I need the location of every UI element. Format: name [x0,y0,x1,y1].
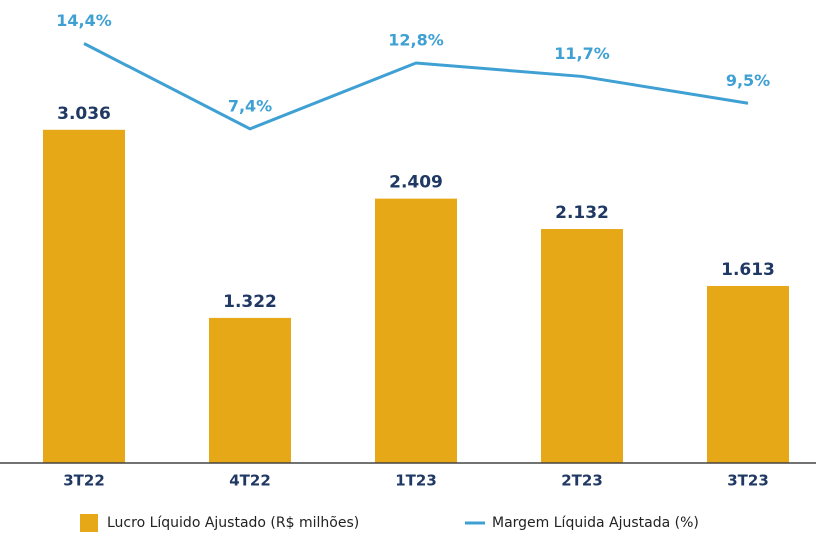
legend-label: Margem Líquida Ajustada (%) [492,515,699,531]
bar-value-label: 1.322 [223,292,277,312]
line [83,42,749,131]
bar-value-label: 2.132 [555,203,609,223]
line-value-label: 9,5% [726,71,770,90]
x-tick-label: 2T23 [561,472,603,490]
x-tick-label: 3T22 [63,472,105,490]
x-tick-label: 4T22 [229,472,271,490]
bar-value-label: 2.409 [389,173,443,193]
line-value-label: 12,8% [388,31,444,50]
line-value-label: 14,4% [56,11,112,30]
bar [541,229,623,463]
bar-value-label: 1.613 [721,260,775,280]
line-value-label: 7,4% [228,96,272,115]
legend-swatch [80,514,98,532]
bar [707,285,789,463]
x-tick-label: 3T23 [727,472,769,490]
legend-label: Lucro Líquido Ajustado (R$ milhões) [107,515,359,531]
bar [209,317,291,463]
line-value-label: 11,7% [554,44,610,63]
x-tick-label: 1T23 [395,472,437,490]
bar [375,198,457,463]
bar-value-label: 3.036 [57,104,111,124]
bar [43,129,125,463]
